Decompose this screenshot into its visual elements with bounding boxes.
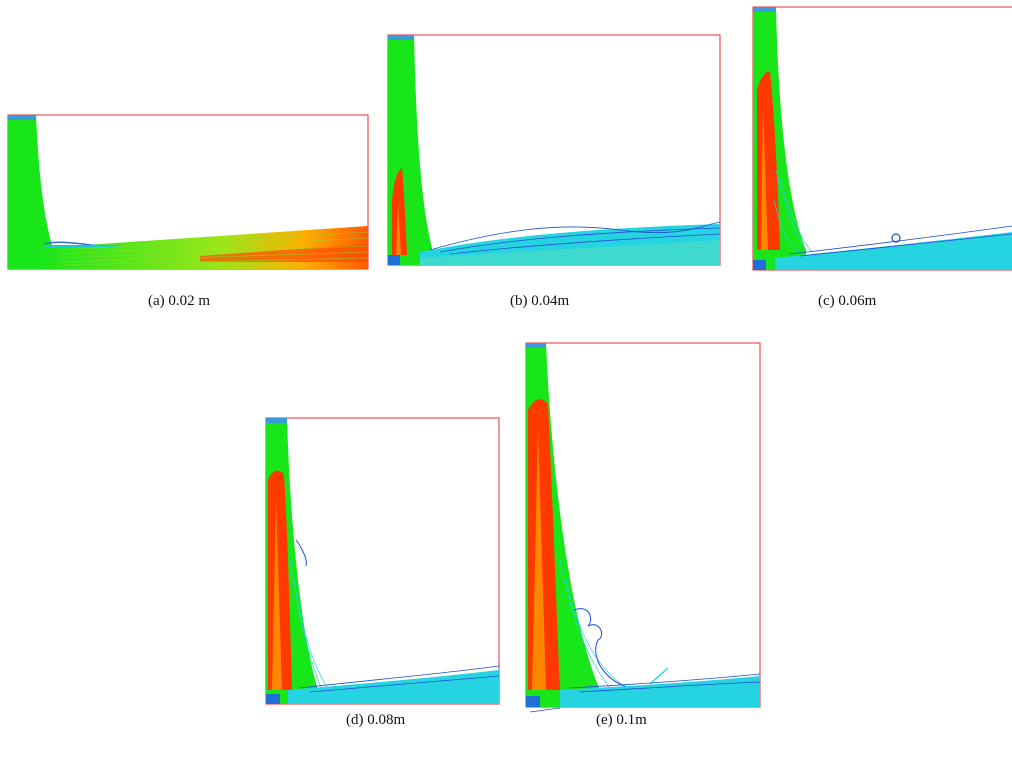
caption-a: (a) 0.02 m	[148, 293, 211, 309]
jet-plume-a	[8, 115, 52, 269]
wall-jet-a	[40, 226, 368, 269]
